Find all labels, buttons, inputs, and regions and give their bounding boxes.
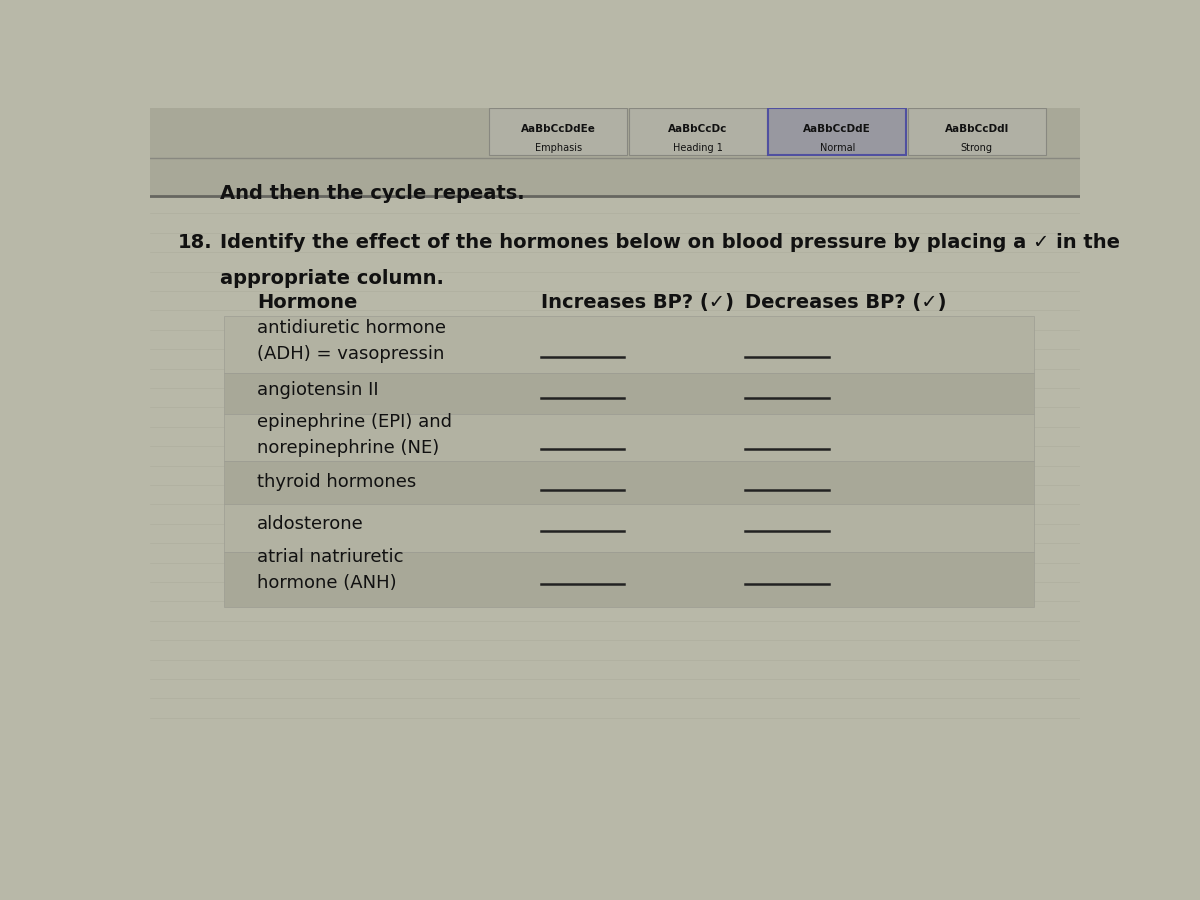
Text: AaBbCcDc: AaBbCcDc: [668, 123, 727, 134]
Bar: [224, 373, 1033, 414]
Text: atrial natriuretic: atrial natriuretic: [257, 548, 403, 566]
Bar: [908, 108, 1045, 155]
Text: AaBbCcDdl: AaBbCcDdl: [944, 123, 1009, 134]
Bar: [629, 108, 767, 155]
Text: Increases BP? (✓): Increases BP? (✓): [540, 292, 733, 311]
Bar: [224, 552, 1033, 607]
Text: AaBbCcDdE: AaBbCcDdE: [803, 123, 871, 134]
Text: And then the cycle repeats.: And then the cycle repeats.: [220, 184, 524, 203]
Text: Hormone: Hormone: [257, 292, 358, 311]
Text: 18.: 18.: [178, 233, 212, 252]
Bar: [224, 504, 1033, 552]
Text: norepinephrine (NE): norepinephrine (NE): [257, 438, 439, 456]
Text: hormone (ANH): hormone (ANH): [257, 573, 396, 591]
Bar: [490, 108, 628, 155]
Bar: [224, 414, 1033, 462]
Text: epinephrine (EPI) and: epinephrine (EPI) and: [257, 413, 452, 431]
Text: Heading 1: Heading 1: [673, 142, 722, 152]
Text: thyroid hormones: thyroid hormones: [257, 473, 416, 491]
Text: appropriate column.: appropriate column.: [220, 269, 444, 288]
Bar: [224, 316, 1033, 373]
Text: Strong: Strong: [961, 142, 992, 152]
Text: (ADH) = vasopressin: (ADH) = vasopressin: [257, 345, 444, 363]
Bar: [768, 108, 906, 155]
Text: antidiuretic hormone: antidiuretic hormone: [257, 320, 446, 338]
Text: Normal: Normal: [820, 142, 854, 152]
Bar: [224, 462, 1033, 504]
Text: Decreases BP? (✓): Decreases BP? (✓): [745, 292, 947, 311]
Text: Identify the effect of the hormones below on blood pressure by placing a ✓ in th: Identify the effect of the hormones belo…: [220, 233, 1120, 252]
Text: angiotensin II: angiotensin II: [257, 381, 378, 399]
Bar: [150, 108, 1080, 196]
Text: AaBbCcDdEe: AaBbCcDdEe: [521, 123, 595, 134]
Text: Emphasis: Emphasis: [535, 142, 582, 152]
Text: aldosterone: aldosterone: [257, 515, 364, 533]
